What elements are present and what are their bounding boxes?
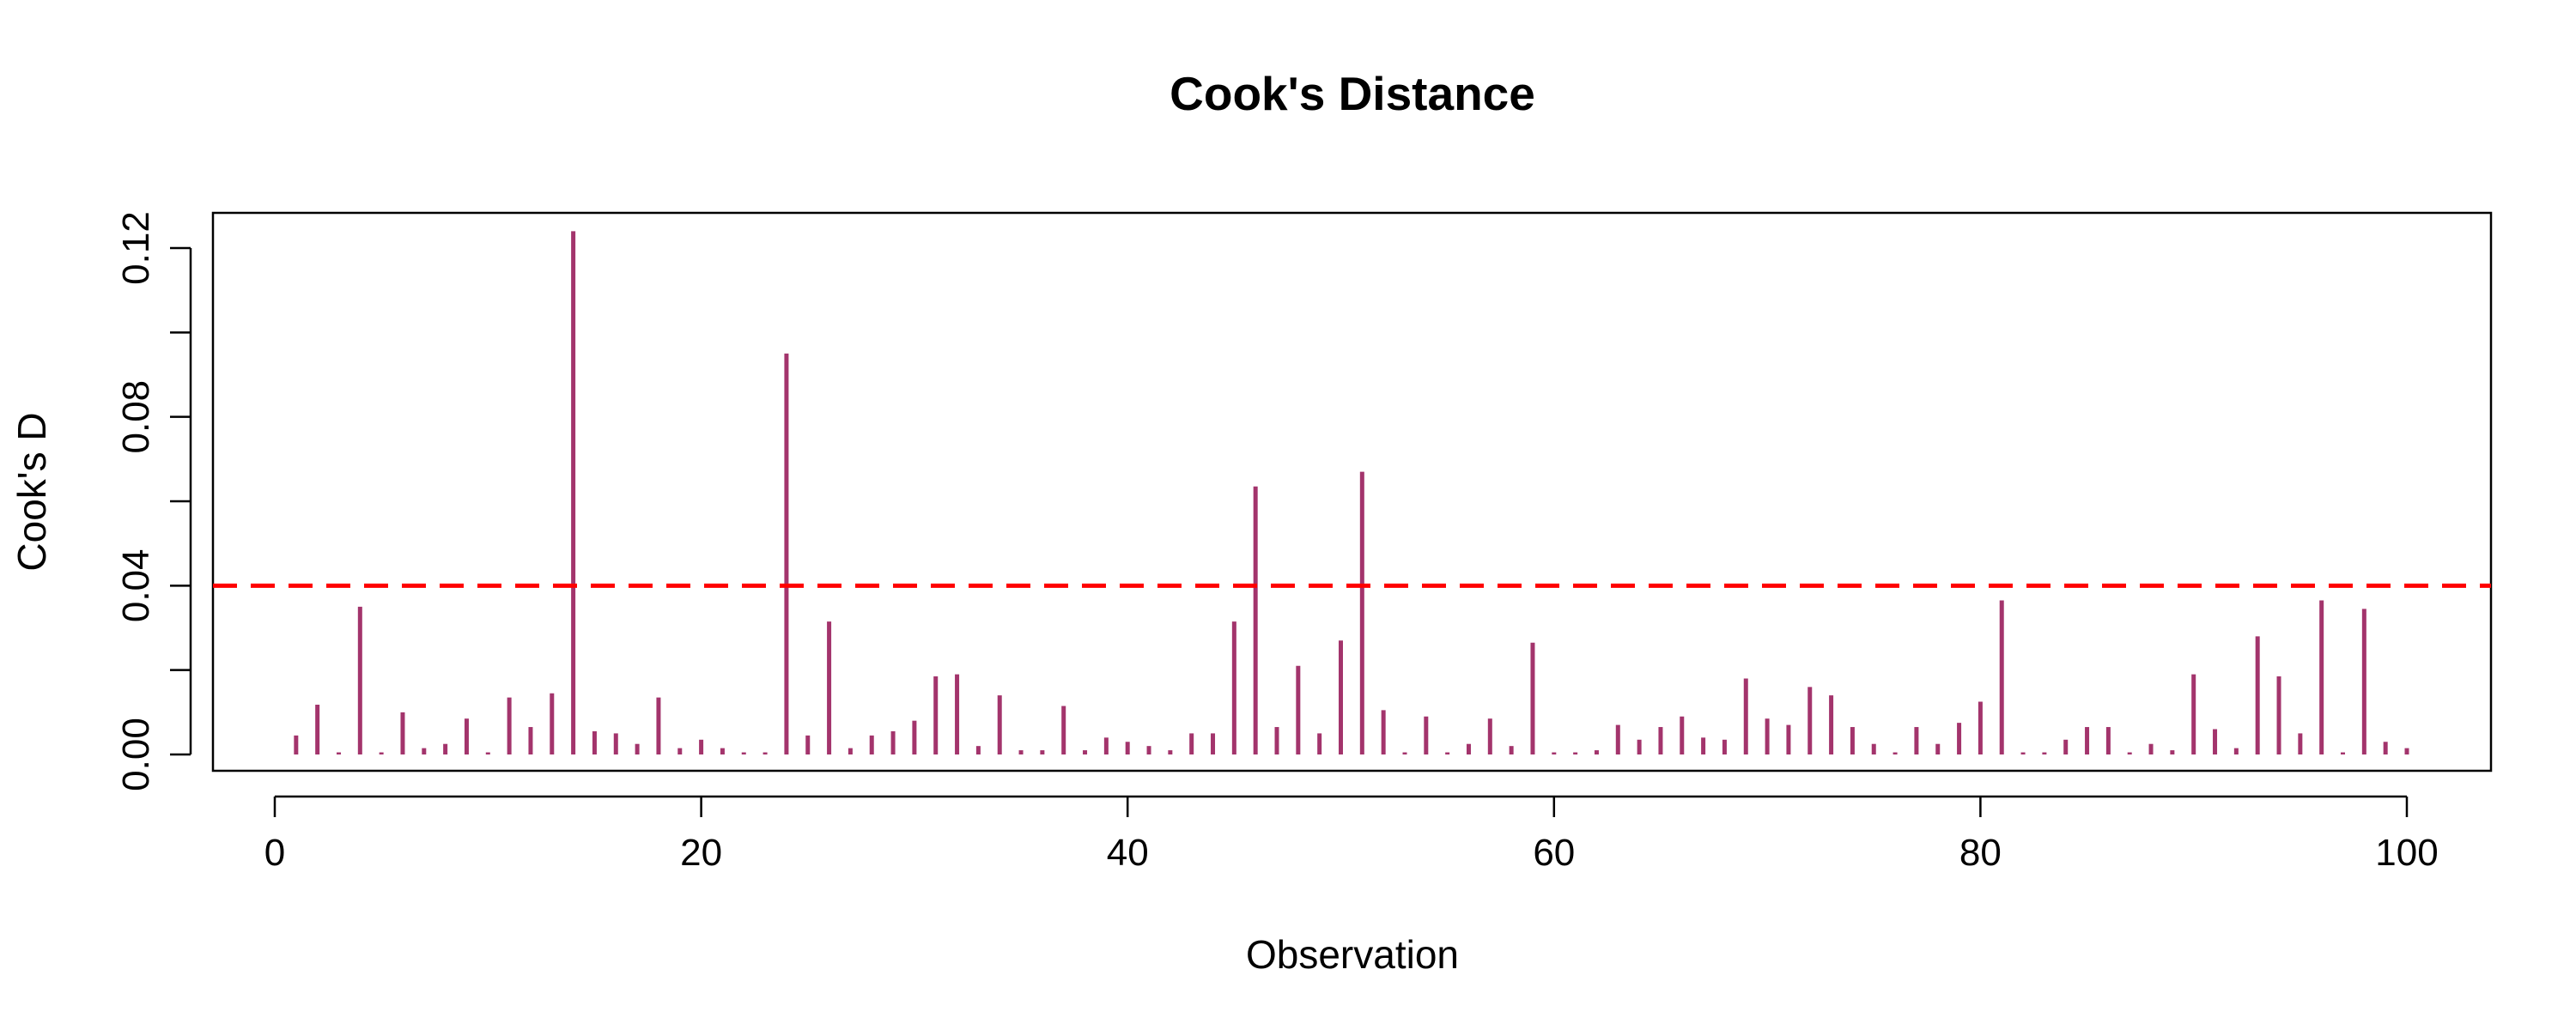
- bars-group: [294, 231, 2409, 754]
- y-axis-label: Cook's D: [9, 412, 54, 571]
- y-tick-label-0.00: 0.00: [115, 718, 157, 791]
- y-tick-label-0.12: 0.12: [115, 211, 157, 285]
- x-tick-label-40: 40: [1107, 832, 1149, 874]
- x-axis: 0 20 40 60 80 100: [264, 795, 2439, 874]
- y-tick-label-0.04: 0.04: [115, 549, 157, 623]
- y-axis: 0.00 0.04 0.08 0.12: [115, 211, 192, 791]
- x-tick-label-100: 100: [2375, 832, 2438, 874]
- chart-title: Cook's Distance: [1170, 67, 1535, 120]
- x-tick-label-0: 0: [264, 832, 285, 874]
- plot-frame: [211, 211, 2493, 772]
- x-tick-label-80: 80: [1959, 832, 2002, 874]
- x-tick-label-20: 20: [680, 832, 722, 874]
- y-tick-label-0.08: 0.08: [115, 380, 157, 454]
- x-tick-label-60: 60: [1533, 832, 1575, 874]
- x-axis-label: Observation: [1246, 932, 1459, 977]
